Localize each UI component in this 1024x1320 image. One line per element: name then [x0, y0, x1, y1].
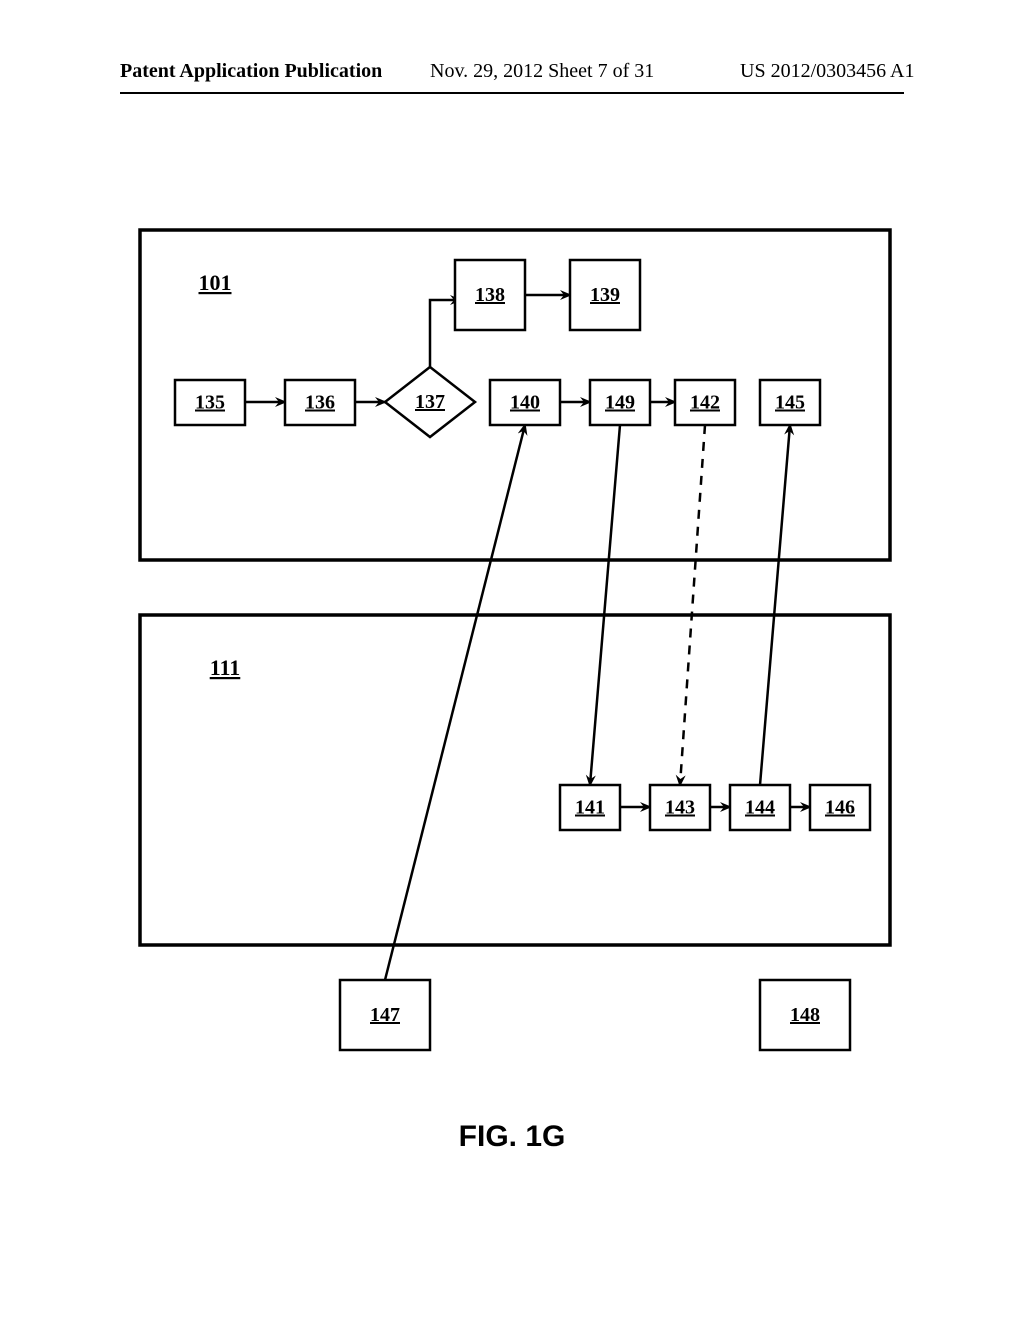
figure-label: FIG. 1G: [0, 1120, 1024, 1154]
node-label-136: 136: [305, 392, 335, 414]
node-label-135: 135: [195, 392, 225, 414]
container-label-101: 101: [199, 270, 232, 295]
flowchart-svg: 101 111 135 136 137 138 139 140 149 142 145 141 143 1…: [130, 220, 900, 1070]
header-publication-number: US 2012/0303456 A1: [740, 60, 914, 83]
node-label-142: 142: [690, 392, 720, 414]
node-label-148: 148: [790, 1004, 820, 1026]
node-149: 149: [590, 380, 650, 425]
node-label-145: 145: [775, 392, 805, 414]
header-date-sheet: Nov. 29, 2012 Sheet 7 of 31: [430, 60, 654, 83]
node-138: 138: [455, 260, 525, 330]
node-147: 147: [340, 980, 430, 1050]
edge-8: [760, 425, 790, 785]
node-145: 145: [760, 380, 820, 425]
node-label-139: 139: [590, 284, 620, 306]
header-rule: [120, 92, 904, 94]
node-146: 146: [810, 785, 870, 830]
node-139: 139: [570, 260, 640, 330]
node-label-140: 140: [510, 392, 540, 414]
node-label-144: 144: [745, 797, 775, 819]
node-144: 144: [730, 785, 790, 830]
node-label-143: 143: [665, 797, 695, 819]
node-label-147: 147: [370, 1004, 400, 1026]
node-label-141: 141: [575, 797, 605, 819]
node-label-137: 137: [415, 391, 445, 413]
diagram-container: 101 111 135 136 137 138 139 140 149 142 145 141 143 1…: [130, 220, 900, 1075]
node-label-149: 149: [605, 392, 635, 414]
node-136: 136: [285, 380, 355, 425]
container-bottom: [140, 615, 890, 945]
patent-page: Patent Application Publication Nov. 29, …: [0, 0, 1024, 1320]
node-135: 135: [175, 380, 245, 425]
node-142: 142: [675, 380, 735, 425]
node-140: 140: [490, 380, 560, 425]
edge-6: [590, 425, 620, 785]
header-publication-label: Patent Application Publication: [120, 60, 382, 83]
container-label-111: 111: [210, 655, 241, 680]
node-137: 137: [385, 367, 475, 437]
node-label-138: 138: [475, 284, 505, 306]
node-141: 141: [560, 785, 620, 830]
node-148: 148: [760, 980, 850, 1050]
node-143: 143: [650, 785, 710, 830]
edge-7: [680, 425, 705, 785]
edge-12: [385, 425, 525, 980]
node-label-146: 146: [825, 797, 855, 819]
